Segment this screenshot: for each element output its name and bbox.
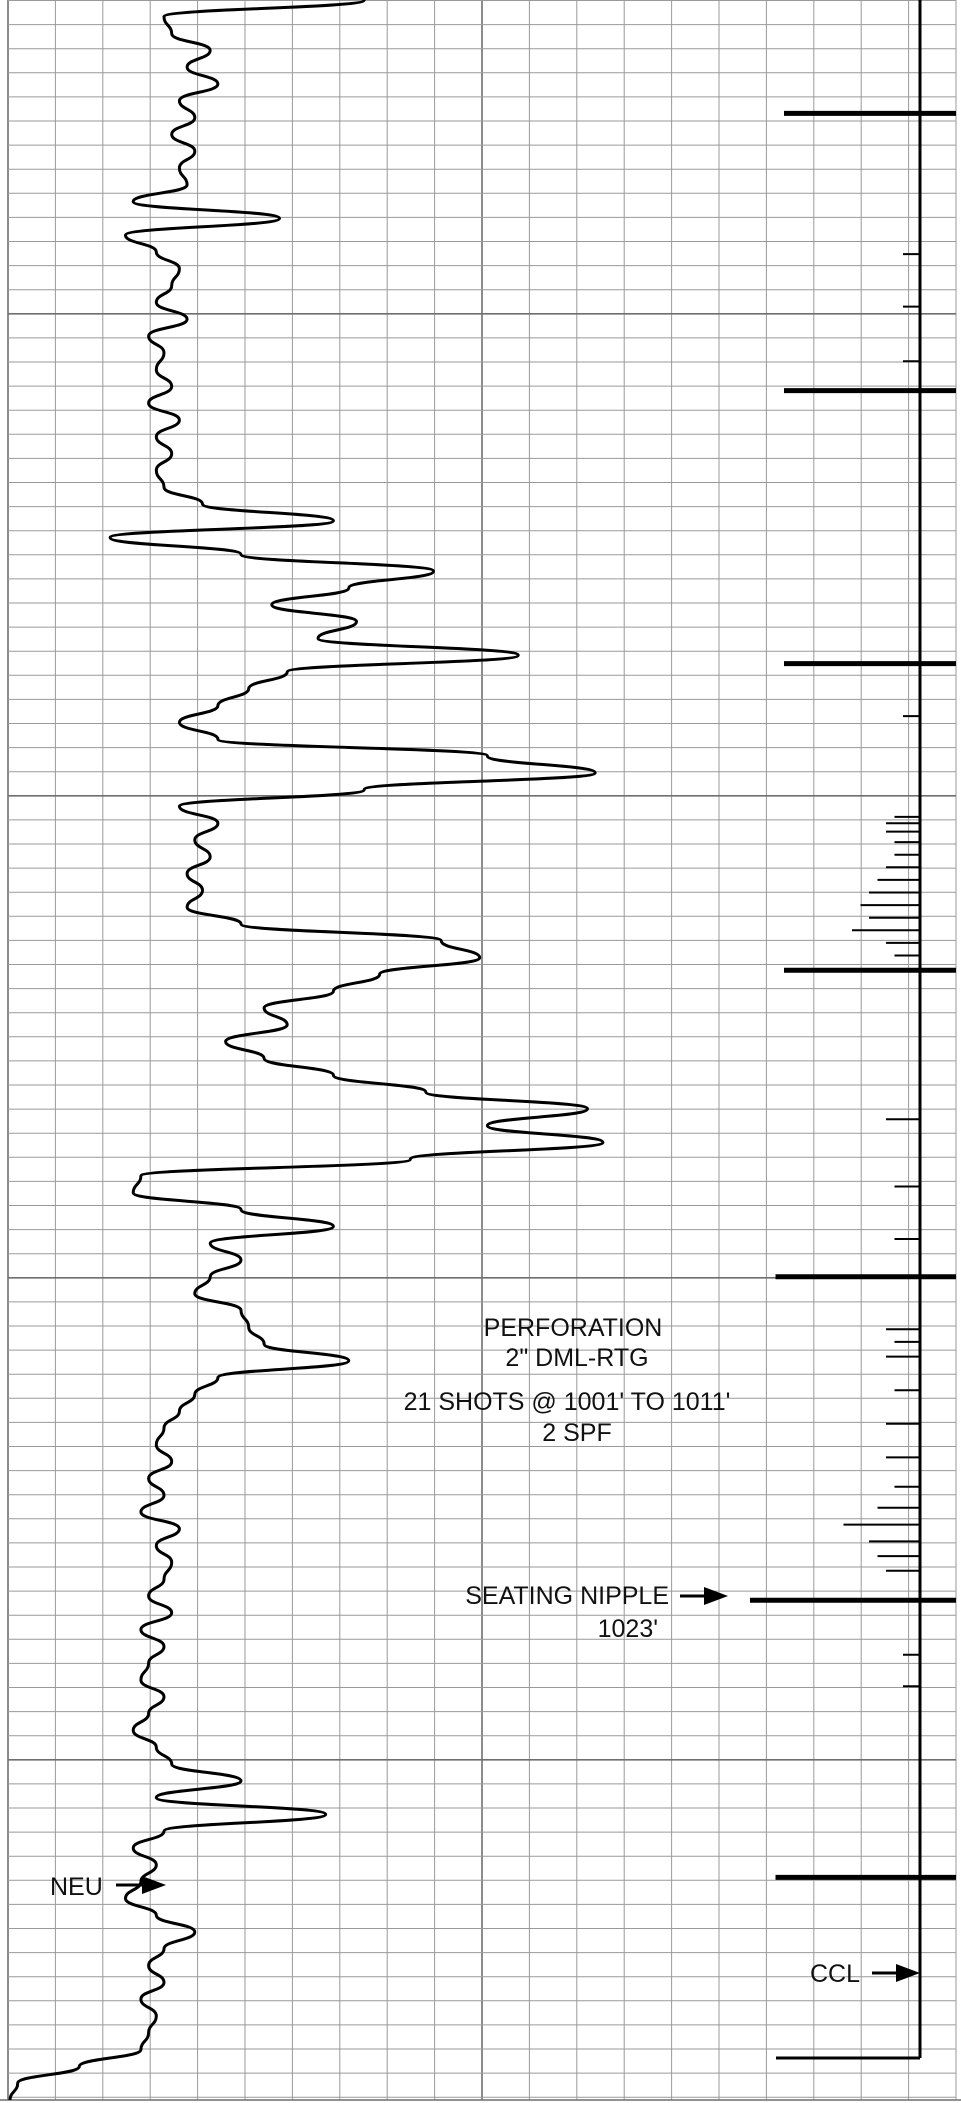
perforation-title: PERFORATION [484, 1314, 663, 1342]
perforation-gun: 2" DML-RTG [505, 1344, 648, 1372]
neu-annotation: NEU [50, 1873, 166, 1901]
neu-label: NEU [50, 1873, 103, 1901]
seating-nipple-annotation: SEATING NIPPLE 1023' [465, 1582, 728, 1643]
ccl-arrow [872, 1964, 920, 1982]
perforation-shots: 21 SHOTS @ 1001' TO 1011' [404, 1388, 731, 1416]
seating-nipple-depth: 1023' [598, 1615, 658, 1643]
seating-nipple-label: SEATING NIPPLE [465, 1582, 669, 1610]
ccl-label: CCL [810, 1960, 860, 1988]
ccl-track [750, 0, 956, 2060]
neu-curve [8, 0, 605, 2101]
seating-nipple-arrow [680, 1587, 728, 1605]
ccl-annotation: CCL [810, 1960, 920, 1988]
neu-arrow [116, 1876, 166, 1894]
perforation-annotation: PERFORATION 2" DML-RTG 21 SHOTS @ 1001' … [404, 1314, 731, 1447]
perforation-density: 2 SPF [542, 1419, 611, 1447]
